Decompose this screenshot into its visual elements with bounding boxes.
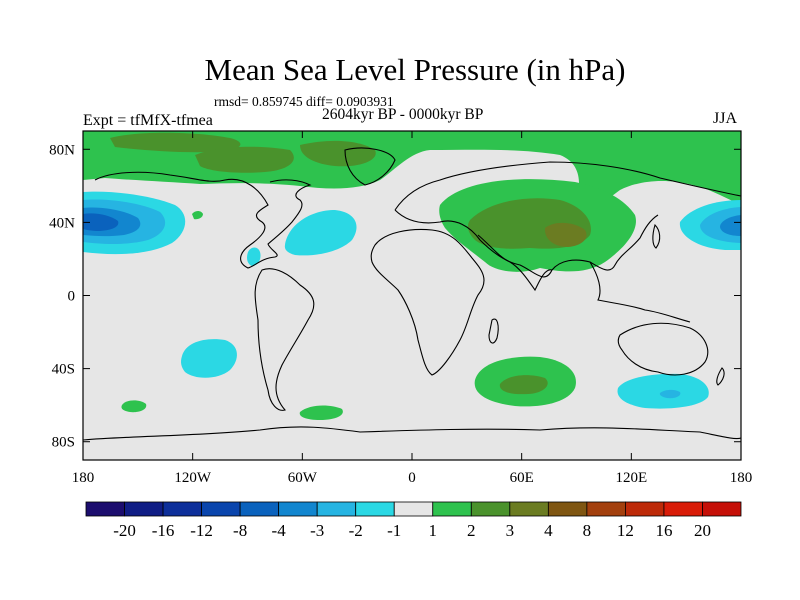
x-tick-label: 120E bbox=[615, 470, 647, 486]
coast-madagascar bbox=[488, 318, 499, 344]
y-tick-label: 40S bbox=[52, 362, 75, 378]
colorbar-label: 3 bbox=[506, 521, 515, 540]
coast-south-america bbox=[254, 268, 315, 411]
colorbar-swatch bbox=[124, 501, 164, 517]
coast-new-zealand bbox=[716, 367, 725, 386]
x-tick-label: 60W bbox=[288, 470, 318, 486]
colorbar-swatch bbox=[316, 501, 357, 517]
coast-antarctica bbox=[83, 426, 741, 441]
map-plot-area bbox=[83, 131, 741, 460]
southern-ocean-low-core bbox=[659, 389, 681, 399]
arctic-high-core-1 bbox=[110, 132, 241, 153]
colorbar-label: 2 bbox=[467, 521, 476, 540]
axis-labels: 180 120W 60W 0 60E 120E 180 80N 40N 0 40S 80S bbox=[49, 142, 752, 486]
colorbar-swatch bbox=[162, 501, 202, 517]
coast-greenland bbox=[344, 147, 396, 186]
tibet-high-core bbox=[544, 222, 587, 247]
coast-north-america bbox=[94, 171, 312, 269]
coast-japan bbox=[652, 223, 661, 249]
colorbar-label: -3 bbox=[310, 521, 324, 540]
caribbean-low bbox=[247, 247, 261, 266]
arctic-high-core-3 bbox=[300, 140, 376, 167]
arctic-high-core-2 bbox=[195, 146, 294, 173]
colorbar-label: -16 bbox=[152, 521, 175, 540]
period-text: 2604kyr BP - 0000kyr BP bbox=[322, 106, 484, 123]
south-pacific-low bbox=[181, 339, 237, 378]
colorbar-label: -12 bbox=[190, 521, 213, 540]
chart-title: Mean Sea Level Pressure (in hPa) bbox=[204, 52, 626, 87]
y-tick-label: 0 bbox=[68, 289, 76, 305]
x-tick-label: 60E bbox=[510, 470, 534, 486]
colorbar-swatch bbox=[702, 501, 742, 517]
colorbar-label: -1 bbox=[387, 521, 401, 540]
colorbar-label: 20 bbox=[694, 521, 711, 540]
south-indian-high-core bbox=[499, 375, 548, 395]
west-pacific-low-core bbox=[720, 215, 741, 236]
colorbar-swatch bbox=[278, 501, 318, 517]
colorbar-label: 16 bbox=[655, 521, 672, 540]
coast-africa bbox=[370, 228, 485, 376]
coastlines bbox=[83, 147, 741, 441]
colorbar-swatch bbox=[355, 501, 395, 517]
south-pacific-small-high bbox=[121, 400, 147, 413]
colorbar-label: -20 bbox=[113, 521, 136, 540]
colorbar-label: -4 bbox=[272, 521, 287, 540]
x-tick-label: 180 bbox=[730, 470, 753, 486]
colorbar-swatch bbox=[85, 501, 125, 517]
colorbar-swatch bbox=[393, 501, 434, 517]
colorbar-swatch bbox=[586, 501, 626, 517]
colorbar-swatch bbox=[547, 501, 588, 517]
north-pacific-low-core bbox=[83, 213, 119, 231]
colorbar-label: 4 bbox=[544, 521, 553, 540]
colorbar-swatch bbox=[625, 501, 665, 517]
y-tick-label: 40N bbox=[49, 215, 75, 231]
coast-australia bbox=[617, 322, 709, 376]
colorbar-swatch bbox=[201, 501, 241, 517]
colorbar-swatch bbox=[663, 501, 703, 517]
south-atlantic-high-region bbox=[299, 405, 343, 420]
stats-text: rmsd= 0.859745 diff= 0.0903931 bbox=[214, 94, 394, 109]
coast-southeast-asia bbox=[589, 261, 691, 323]
x-tick-label: 0 bbox=[408, 470, 416, 486]
y-tick-label: 80N bbox=[49, 142, 75, 158]
axis-ticks bbox=[82, 131, 742, 460]
colorbar-label: 1 bbox=[429, 521, 438, 540]
map-background bbox=[83, 131, 741, 460]
colorbar: -20 -16 -12 -8 -4 -3 -2 -1 1 2 3 4 8 12 16 20 bbox=[85, 501, 742, 540]
colorbar-swatch bbox=[432, 501, 472, 517]
coast-arabia-india bbox=[477, 234, 553, 292]
experiment-label: Expt = tfMfX-tfmea bbox=[83, 112, 213, 129]
y-tick-label: 80S bbox=[52, 435, 75, 451]
north-atlantic-low bbox=[284, 210, 357, 256]
colorbar-swatch bbox=[239, 501, 280, 517]
pacific-small-high bbox=[192, 211, 203, 220]
colorbar-label: -8 bbox=[233, 521, 247, 540]
season-label: JJA bbox=[713, 110, 738, 127]
colorbar-label: 12 bbox=[617, 521, 634, 540]
x-tick-label: 120W bbox=[174, 470, 212, 486]
colorbar-label: 8 bbox=[583, 521, 592, 540]
colorbar-swatch bbox=[509, 501, 549, 517]
colorbar-swatch bbox=[470, 501, 511, 517]
x-tick-label: 180 bbox=[72, 470, 95, 486]
colorbar-label: -2 bbox=[349, 521, 363, 540]
